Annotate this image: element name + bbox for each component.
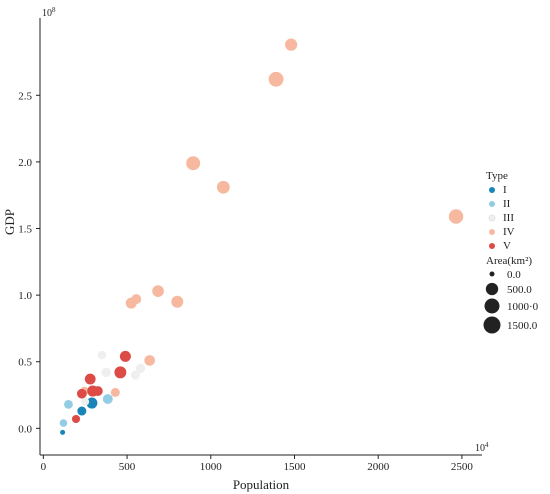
data-point <box>97 350 107 360</box>
size-legend-label: 0.0 <box>507 269 521 281</box>
data-point <box>110 387 120 397</box>
data-point <box>268 71 284 87</box>
legend-swatch <box>489 201 495 207</box>
data-point <box>60 429 66 435</box>
data-point <box>76 388 87 399</box>
x-axis-title: Population <box>233 477 290 492</box>
legend-swatch <box>489 243 495 249</box>
size-legend-circle <box>489 271 495 277</box>
x-tick-label: 500 <box>119 461 136 473</box>
legend-type-title: Type <box>486 170 508 182</box>
data-point <box>71 414 81 424</box>
y-tick-label: 2.5 <box>18 90 32 102</box>
legend-label: III <box>503 212 514 224</box>
size-legend-label: 1500.0 <box>507 320 538 332</box>
data-point <box>135 363 146 374</box>
data-point <box>59 419 68 427</box>
size-legend-items: 0.0 500.0 1000·0 1500.0 <box>483 269 539 334</box>
size-legend-label: 500.0 <box>507 284 532 296</box>
data-point <box>84 373 96 385</box>
data-point <box>86 397 98 409</box>
data-point <box>92 386 103 397</box>
legend-label: IV <box>503 226 515 238</box>
data-point <box>131 294 142 305</box>
data-point <box>216 180 230 194</box>
x-tick-label: 1500 <box>283 461 306 473</box>
x-axis-multiplier: 104 <box>475 441 489 454</box>
data-point <box>152 285 164 297</box>
data-point <box>119 350 131 362</box>
data-point <box>77 406 87 416</box>
x-tick-label: 1000 <box>200 461 223 473</box>
x-ticks: 0 500 1000 1500 2000 2500 <box>41 455 474 473</box>
data-point <box>285 38 298 51</box>
data-point <box>144 355 156 366</box>
x-tick-label: 2500 <box>451 461 474 473</box>
y-ticks: 0.0 0.5 1.0 1.5 2.0 2.5 <box>18 90 40 435</box>
data-point <box>186 156 201 171</box>
x-tick-label: 0 <box>41 461 47 473</box>
legend-swatch <box>489 187 495 193</box>
data-point <box>130 370 140 380</box>
size-legend-circle <box>483 316 501 334</box>
data-point <box>448 209 464 224</box>
y-tick-label: 1.5 <box>18 224 32 236</box>
data-point <box>114 366 127 379</box>
data-point <box>81 397 90 406</box>
size-legend-circle <box>484 298 500 314</box>
size-legend-label: 1000·0 <box>507 301 539 313</box>
legend-swatch <box>489 229 495 235</box>
y-tick-label: 0.0 <box>18 423 32 435</box>
legend-label: II <box>503 198 511 210</box>
data-points <box>59 38 464 435</box>
axes <box>39 18 482 456</box>
legend-area-title: Area(km²) <box>486 255 532 267</box>
data-point <box>171 295 184 308</box>
x-tick-label: 2000 <box>367 461 390 473</box>
data-point <box>64 399 73 409</box>
y-tick-label: 0.5 <box>18 357 32 369</box>
y-axis-title: GDP <box>2 209 17 235</box>
data-point <box>102 394 113 405</box>
legend-swatch <box>488 214 496 222</box>
y-tick-label: 2.0 <box>18 157 32 169</box>
size-legend-circle <box>485 282 499 296</box>
legend-label: V <box>503 240 511 252</box>
y-axis-multiplier: 108 <box>42 6 56 19</box>
data-point <box>101 367 111 378</box>
y-tick-label: 1.0 <box>18 290 32 302</box>
legend-label: I <box>503 184 507 196</box>
